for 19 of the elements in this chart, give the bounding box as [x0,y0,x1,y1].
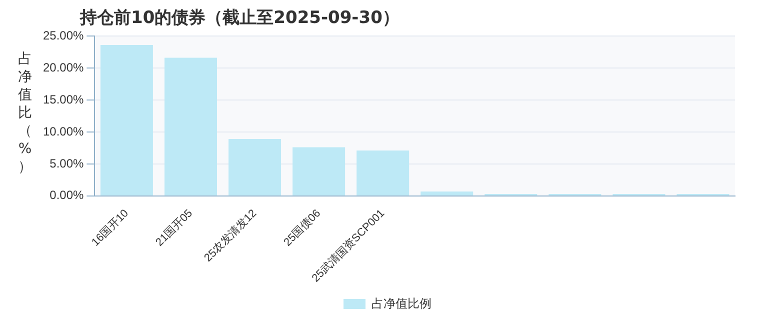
x-tick-label: 21国开05 [154,207,196,249]
y-axis-title: 占净值比（%） [17,50,33,176]
y-tick-label: 10.00% [42,124,84,138]
y-tick-label: 25.00% [42,28,84,42]
y-tick-label: 15.00% [42,92,84,106]
y-tick-label: 20.00% [42,60,84,74]
chart-title: 持仓前10的债券（截止至2025-09-30） [80,7,400,29]
x-tick-label: 16国开10 [90,207,131,249]
y-tick-label: 5.00% [50,156,84,170]
bar [292,147,346,196]
legend-label: 占净值比例 [372,296,432,310]
bar [228,138,282,196]
x-tick-label: 25农发清发12 [201,206,260,264]
bar [100,44,153,196]
bar [420,191,474,196]
y-tick-label: 0.00% [50,188,84,202]
x-tick-label: 25国债06 [282,207,324,249]
bar [356,150,410,196]
bar [164,58,217,196]
